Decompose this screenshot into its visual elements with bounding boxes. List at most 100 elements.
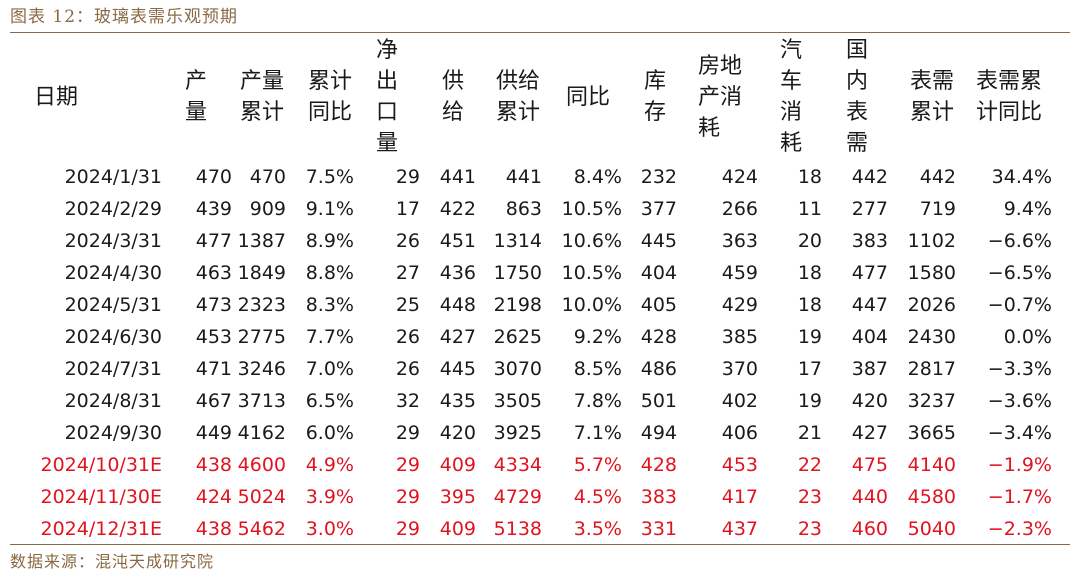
top-rule [10,32,1070,33]
cell-date: 2024/8/31 [64,390,162,412]
header-demand-cum-yoy: 表需累 计同比 [976,69,1043,125]
header-output: 产量 [184,69,207,125]
header-cum-yoy: 累计 同比 [308,69,353,125]
cell-supply-cum: 2625 [493,326,542,348]
cell-auto: 23 [797,518,822,540]
table-row: 2024/8/31 467 3713 6.5% 32 435 3505 7.8% 501 402 1… [0,385,1080,417]
cell-inventory: 445 [640,230,677,252]
cell-domestic-demand: 447 [851,294,888,316]
cell-real-estate: 417 [721,486,758,508]
cell-output: 467 [195,390,232,412]
cell-demand-cum-yoy: −1.9% [987,454,1052,476]
cell-domestic-demand: 404 [851,326,888,348]
cell-real-estate: 363 [721,230,758,252]
cell-real-estate: 266 [721,198,758,220]
cell-cum-yoy: 7.7% [305,326,354,348]
table-row: 2024/5/31 473 2323 8.3% 25 448 2198 10.0% 405 429… [0,289,1080,321]
cell-net-export: 29 [395,518,420,540]
cell-cum-yoy: 8.9% [305,230,354,252]
cell-auto: 21 [797,422,822,444]
cell-output-cum: 470 [249,166,286,188]
cell-inventory: 494 [640,422,677,444]
cell-output: 473 [195,294,232,316]
table-row: 2024/2/29 439 909 9.1% 17 422 863 10.5% 377 266 11… [0,193,1080,225]
cell-cum-yoy: 6.5% [305,390,354,412]
cell-output: 439 [195,198,232,220]
cell-domestic-demand: 420 [851,390,888,412]
cell-output: 438 [195,454,232,476]
header-auto: 汽车消耗 [779,38,802,156]
cell-net-export: 17 [395,198,420,220]
cell-cum-yoy: 9.1% [305,198,354,220]
cell-demand-cum: 2817 [907,358,956,380]
cell-net-export: 32 [395,390,420,412]
cell-supply: 422 [439,198,476,220]
cell-domestic-demand: 387 [851,358,888,380]
table-row: 2024/10/31E 438 4600 4.9% 29 409 4334 5.7% 428 45… [0,449,1080,481]
cell-output: 463 [195,262,232,284]
cell-output-cum: 2323 [237,294,286,316]
cell-real-estate: 406 [721,422,758,444]
cell-demand-cum-yoy: −6.5% [987,262,1052,284]
cell-real-estate: 370 [721,358,758,380]
cell-output: 438 [195,518,232,540]
cell-auto: 19 [797,390,822,412]
cell-yoy: 10.5% [561,198,622,220]
cell-output-cum: 1387 [237,230,286,252]
cell-net-export: 27 [395,262,420,284]
cell-real-estate: 429 [721,294,758,316]
cell-demand-cum: 3665 [907,422,956,444]
bottom-rule [10,544,1070,545]
header-net-export: 净出口量 [375,38,398,156]
cell-supply: 441 [439,166,476,188]
cell-cum-yoy: 7.5% [305,166,354,188]
cell-domestic-demand: 460 [851,518,888,540]
table-row: 2024/6/30 453 2775 7.7% 26 427 2625 9.2% 428 385 1… [0,321,1080,353]
cell-output-cum: 909 [249,198,286,220]
cell-demand-cum-yoy: −3.6% [987,390,1052,412]
cell-demand-cum-yoy: −2.3% [987,518,1052,540]
cell-date: 2024/3/31 [64,230,162,252]
cell-domestic-demand: 442 [851,166,888,188]
table-row: 2024/4/30 463 1849 8.8% 27 436 1750 10.5% 404 459… [0,257,1080,289]
cell-inventory: 232 [640,166,677,188]
cell-supply: 395 [439,486,476,508]
cell-demand-cum: 3237 [907,390,956,412]
cell-demand-cum-yoy: 34.4% [991,166,1052,188]
cell-demand-cum-yoy: −3.3% [987,358,1052,380]
cell-cum-yoy: 6.0% [305,422,354,444]
cell-cum-yoy: 4.9% [305,454,354,476]
cell-demand-cum: 719 [919,198,956,220]
cell-demand-cum: 4580 [907,486,956,508]
cell-auto: 18 [797,294,822,316]
cell-date: 2024/2/29 [64,198,162,220]
cell-supply-cum: 5138 [493,518,542,540]
header-domestic-demand: 国内表需 [845,38,868,156]
cell-supply: 427 [439,326,476,348]
cell-output-cum: 3713 [237,390,286,412]
cell-real-estate: 402 [721,390,758,412]
cell-cum-yoy: 3.0% [305,518,354,540]
cell-date: 2024/5/31 [64,294,162,316]
cell-inventory: 331 [640,518,677,540]
cell-yoy: 10.5% [561,262,622,284]
cell-domestic-demand: 440 [851,486,888,508]
cell-supply: 445 [439,358,476,380]
header-real-estate: 房地 产消耗 [698,53,743,141]
cell-date: 2024/12/31E [40,518,162,540]
cell-date: 2024/6/30 [64,326,162,348]
cell-net-export: 26 [395,358,420,380]
cell-demand-cum: 1102 [907,230,956,252]
cell-date: 2024/9/30 [64,422,162,444]
table-row: 2024/7/31 471 3246 7.0% 26 445 3070 8.5% 486 370 1… [0,353,1080,385]
cell-cum-yoy: 8.3% [305,294,354,316]
cell-demand-cum: 2026 [907,294,956,316]
cell-demand-cum: 2430 [907,326,956,348]
cell-demand-cum: 442 [919,166,956,188]
cell-output-cum: 2775 [237,326,286,348]
cell-inventory: 377 [640,198,677,220]
cell-output: 449 [195,422,232,444]
cell-supply-cum: 3070 [493,358,542,380]
cell-inventory: 404 [640,262,677,284]
cell-real-estate: 424 [721,166,758,188]
